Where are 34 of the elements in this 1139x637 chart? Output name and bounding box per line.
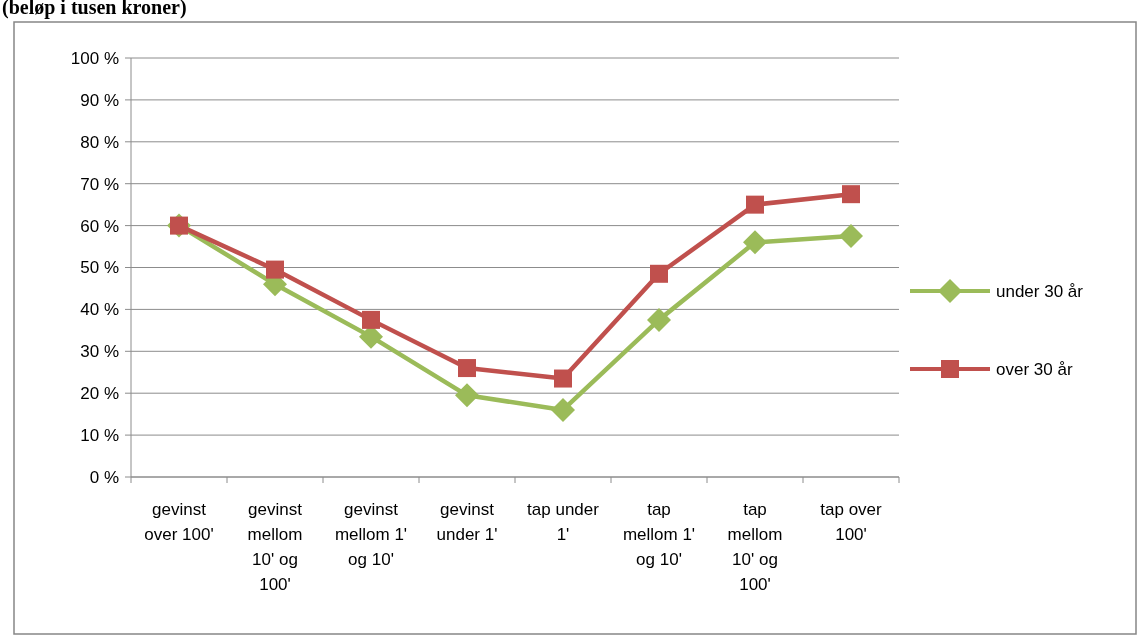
- point: [839, 224, 863, 249]
- y-tick-label: 100 %: [70, 48, 119, 68]
- point: [743, 230, 767, 255]
- x-tick-label: gevinst over 100': [144, 500, 214, 544]
- y-tick-label: 40 %: [80, 300, 119, 320]
- x-tick-label: tap mellom 10' og 100': [727, 500, 783, 594]
- point: [842, 185, 860, 204]
- y-tick-label: 60 %: [80, 216, 119, 236]
- y-tick-label: 0 %: [89, 467, 119, 487]
- y-tick-label: 70 %: [80, 174, 119, 194]
- point: [551, 397, 575, 422]
- y-tick-label: 30 %: [80, 342, 119, 362]
- y-tick-label: 90 %: [80, 90, 119, 110]
- point: [266, 260, 284, 279]
- point: [647, 307, 671, 332]
- point: [362, 310, 380, 329]
- x-tick-label: gevinst mellom 10' og 100': [247, 500, 303, 594]
- x-tick-label: tap mellom 1' og 10': [622, 500, 696, 569]
- y-tick-label: 50 %: [80, 258, 119, 278]
- legend-label: over 30 år: [996, 359, 1073, 379]
- chart-title: (beløp i tusen kroner): [2, 0, 187, 19]
- y-tick-label: 10 %: [80, 426, 119, 446]
- point: [458, 359, 476, 378]
- point: [746, 195, 764, 214]
- y-tick-label: 20 %: [80, 384, 119, 404]
- legend-label: under 30 år: [996, 281, 1084, 301]
- y-tick-label: 80 %: [80, 132, 119, 152]
- x-tick-label: gevinst mellom 1' og 10': [334, 500, 408, 569]
- x-tick-label: tap under 1': [527, 500, 600, 544]
- point: [554, 369, 572, 388]
- x-tick-label: tap over 100': [820, 500, 883, 544]
- point: [650, 264, 668, 283]
- x-tick-label: gevinst under 1': [436, 500, 498, 544]
- point: [455, 383, 479, 408]
